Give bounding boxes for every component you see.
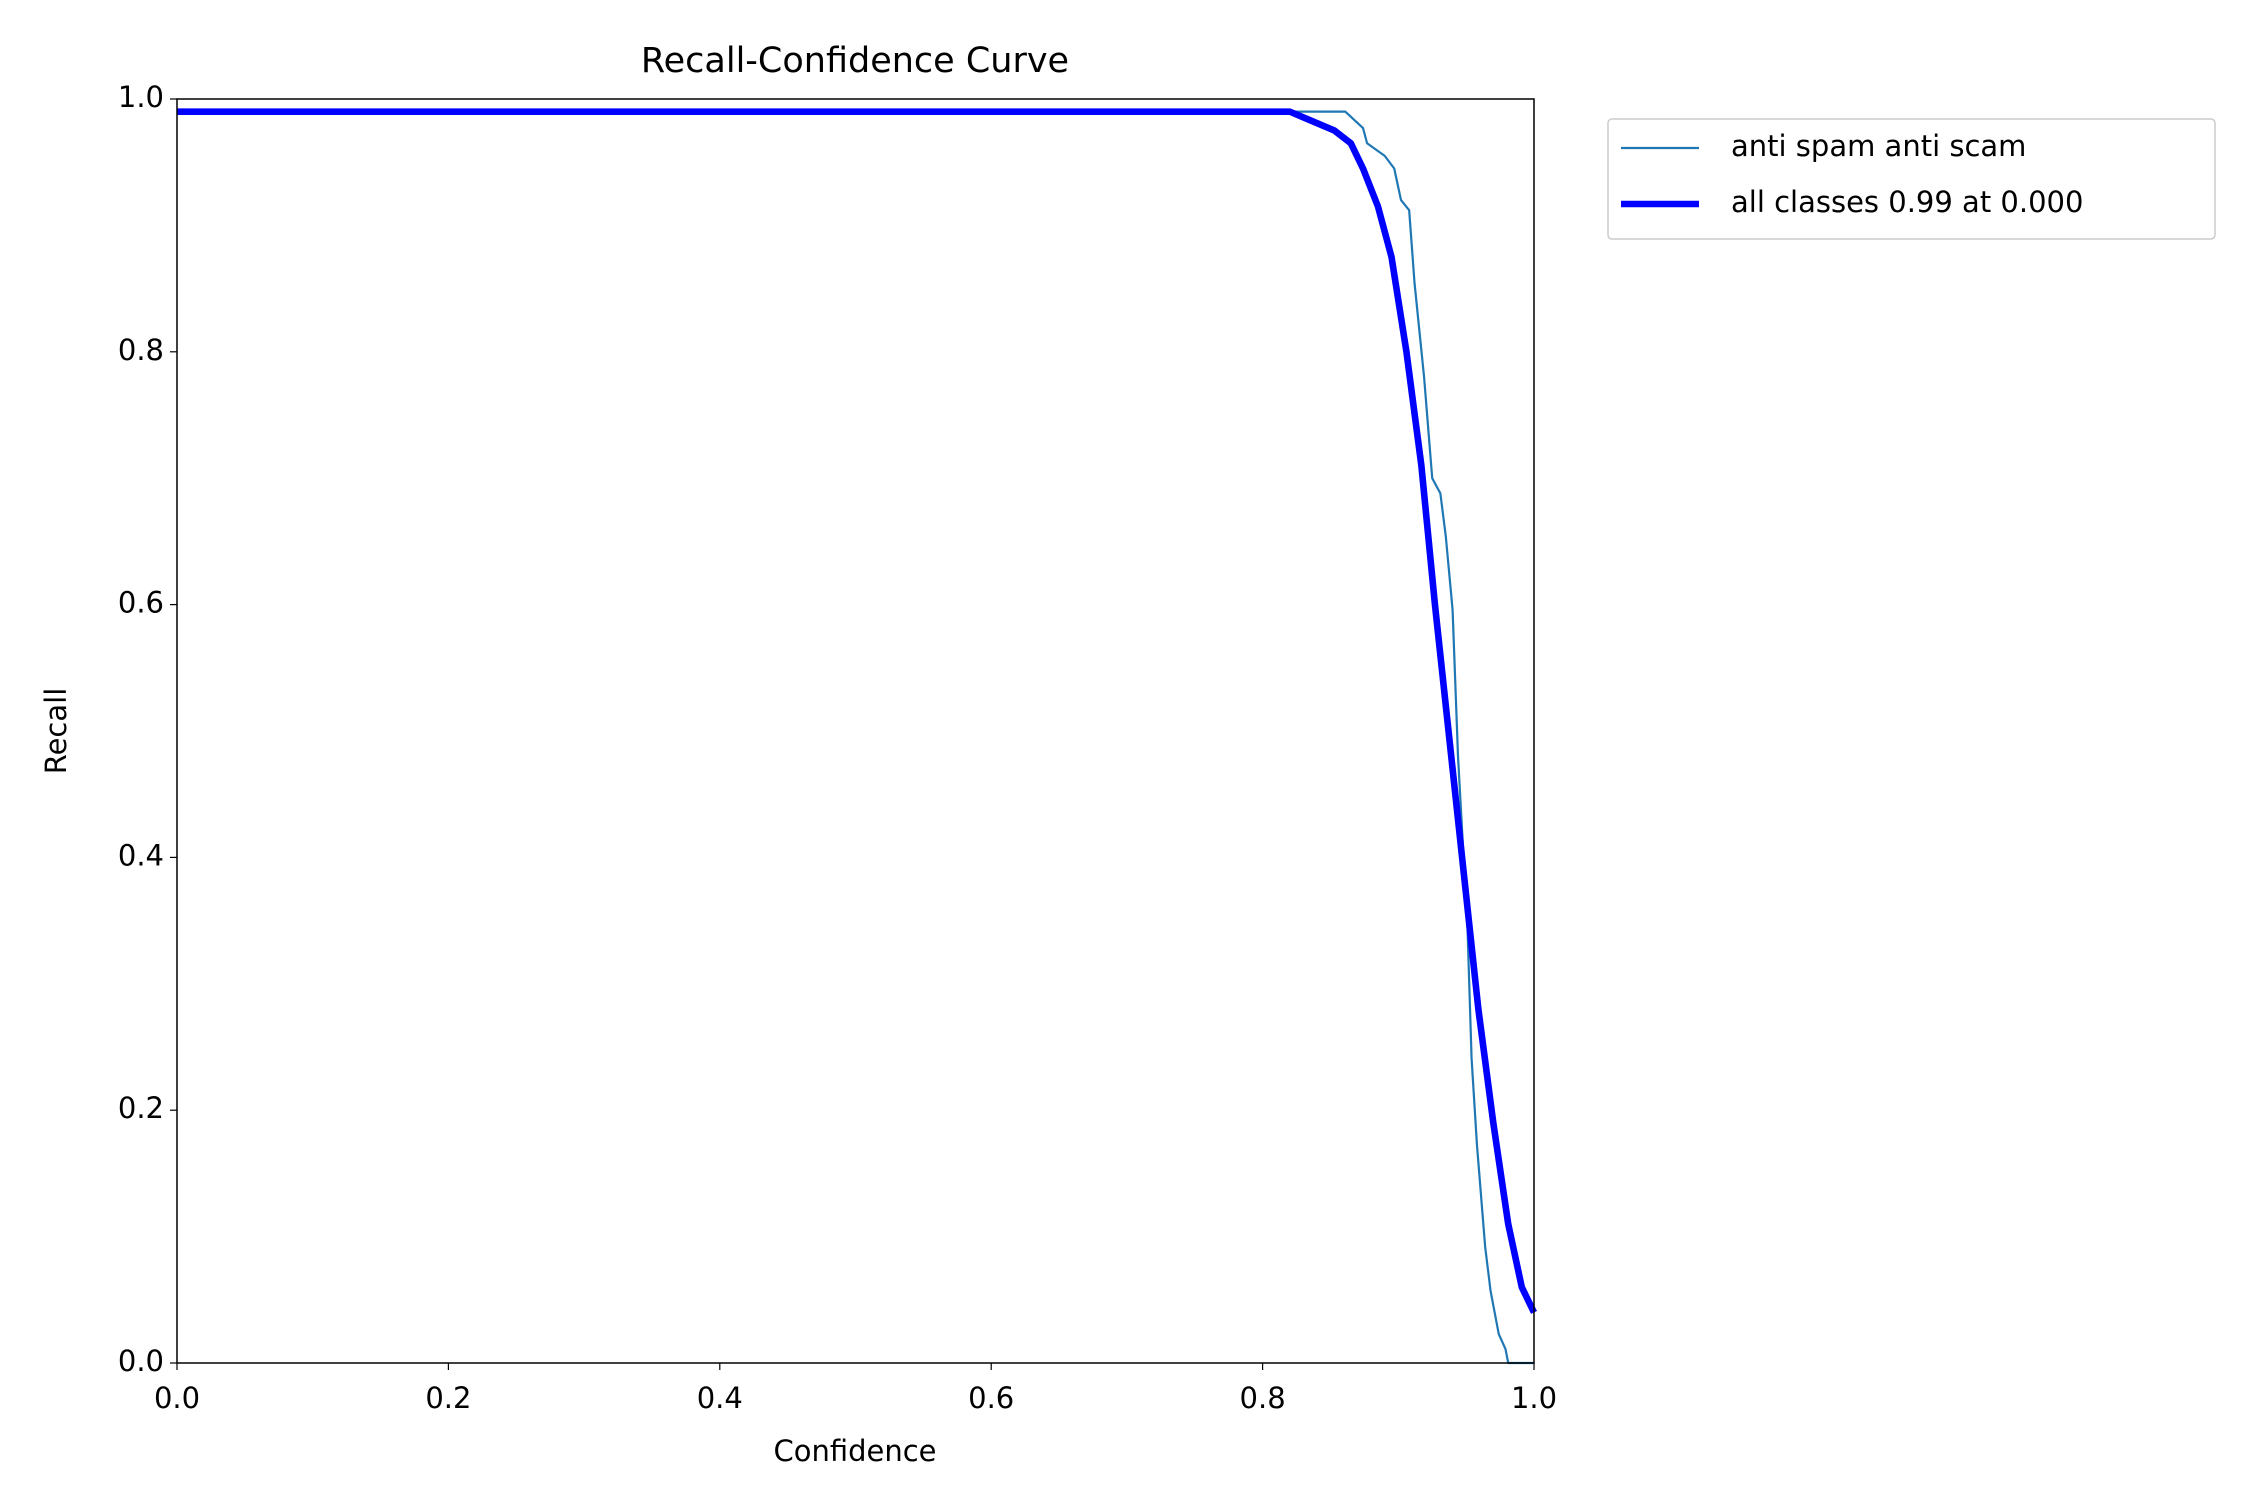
plot-frame [176,98,1535,1364]
x-tick-label: 0.2 [425,1381,471,1415]
x-tick-label: 0.8 [1240,1381,1286,1415]
y-tick-label: 0.2 [118,1091,164,1125]
y-axis-label: Recall [39,688,73,775]
series-line [177,108,1537,1314]
y-tick-label: 0.0 [118,1344,164,1378]
x-tick-label: 1.0 [1511,1381,1557,1415]
y-tick-label: 0.4 [118,838,164,872]
legend-label: all classes 0.99 at 0.000 [1731,185,2083,219]
chart-title: Recall-Confidence Curve [641,41,1069,81]
x-tick-label: 0.6 [968,1381,1014,1415]
series-line [177,110,1534,1365]
x-tick-label: 0.0 [154,1381,200,1415]
y-tick-label: 0.8 [118,333,164,367]
x-axis-label: Confidence [773,1434,936,1468]
x-tick-label: 0.4 [697,1381,743,1415]
y-tick-label: 0.6 [118,586,164,620]
y-tick-label: 1.0 [118,80,164,114]
legend-box [1607,118,2216,240]
legend-label: anti spam anti scam [1731,129,2026,163]
